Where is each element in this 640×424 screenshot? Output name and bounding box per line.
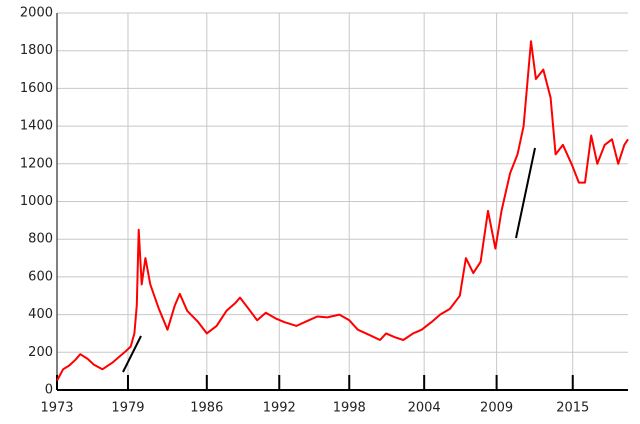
trend-mark <box>122 335 142 373</box>
x-tick-label: 1979 <box>111 401 144 416</box>
y-tick-label: 1800 <box>20 43 53 58</box>
x-tick-label: 2004 <box>408 401 441 416</box>
data-line <box>56 40 629 382</box>
y-tick-label: 2000 <box>20 6 53 21</box>
x-tick-label: 1998 <box>333 401 366 416</box>
x-tick-label: 2015 <box>556 401 589 416</box>
y-tick-label: 1200 <box>20 156 53 171</box>
x-tick-label: 1992 <box>263 401 296 416</box>
trend-mark <box>515 147 536 239</box>
y-tick-label: 1000 <box>20 194 53 209</box>
y-tick-label: 200 <box>28 345 53 360</box>
y-tick-label: 1400 <box>20 119 53 134</box>
y-tick-label: 1600 <box>20 81 53 96</box>
x-tick-label: 2009 <box>480 401 513 416</box>
x-tick-label: 1973 <box>40 401 73 416</box>
y-tick-label: 800 <box>28 232 53 247</box>
x-tick-label: 1986 <box>190 401 223 416</box>
y-tick-label: 600 <box>28 269 53 284</box>
y-tick-label: 400 <box>28 307 53 322</box>
y-tick-label: 0 <box>45 383 53 398</box>
